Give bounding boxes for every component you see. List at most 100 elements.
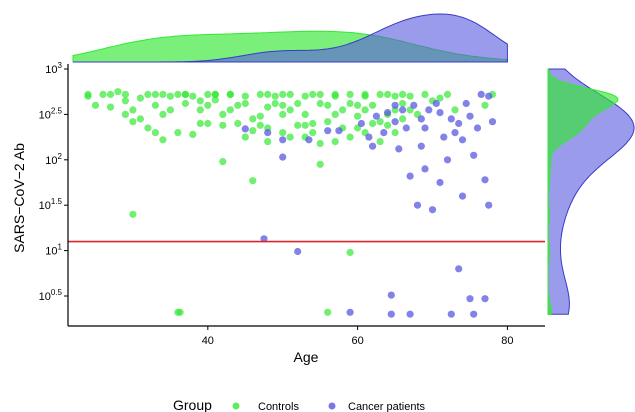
control-point <box>354 112 362 120</box>
control-point <box>316 160 324 168</box>
legend: Group Controls Cancer patients <box>173 397 426 412</box>
control-point <box>226 106 234 114</box>
control-point <box>166 92 174 100</box>
cancer-point <box>410 101 418 109</box>
cancer-point <box>477 90 485 98</box>
control-point <box>151 129 159 137</box>
cancer-point <box>466 295 474 303</box>
control-point <box>241 99 249 108</box>
control-point <box>211 90 219 98</box>
control-point <box>151 90 159 98</box>
cancer-point <box>428 206 437 214</box>
cancer-point <box>413 201 422 209</box>
control-point <box>369 119 377 128</box>
cancer-point <box>462 99 470 108</box>
control-point <box>196 97 204 105</box>
scatter-points <box>84 88 497 318</box>
controls-right-density <box>547 68 619 315</box>
control-point <box>316 139 324 148</box>
control-point <box>84 90 92 98</box>
control-point <box>189 92 197 100</box>
control-point <box>256 112 264 120</box>
control-point <box>361 106 369 114</box>
control-point <box>211 96 219 104</box>
x-tick-label: 80 <box>501 335 513 347</box>
control-point <box>114 88 122 96</box>
control-point <box>249 115 257 123</box>
control-point <box>443 90 452 98</box>
control-point <box>106 90 115 98</box>
legend-label-controls: Controls <box>258 401 299 412</box>
control-point <box>159 136 167 144</box>
control-point <box>166 106 174 114</box>
control-point <box>399 115 407 123</box>
control-point <box>324 118 332 126</box>
control-point <box>271 92 279 100</box>
cancer-point <box>335 127 343 135</box>
cancer-point <box>466 112 474 120</box>
control-point <box>481 101 489 109</box>
cancer-point <box>443 156 452 164</box>
control-point <box>279 110 287 118</box>
control-point <box>106 103 115 111</box>
control-point <box>204 101 212 109</box>
control-point <box>189 130 197 138</box>
control-point <box>181 99 189 108</box>
legend-label-cancer-patients: Cancer patients <box>348 401 426 412</box>
control-point <box>451 106 459 114</box>
control-point <box>279 129 287 137</box>
control-point <box>309 90 317 98</box>
cancer-point <box>485 201 493 209</box>
control-point <box>121 97 129 105</box>
control-point <box>346 90 354 98</box>
y-tick-label: 103 <box>45 61 62 76</box>
x-tick-label: 40 <box>202 335 214 347</box>
cancer-point <box>372 112 380 120</box>
control-point <box>159 110 167 118</box>
control-point <box>346 248 354 256</box>
legend-marker-controls <box>232 402 240 410</box>
y-tick-label: 101 <box>45 243 62 258</box>
control-point <box>294 121 302 129</box>
cancer-point <box>395 145 403 153</box>
cancer-point <box>391 101 399 109</box>
control-point <box>384 90 392 98</box>
cancer-point <box>417 142 425 150</box>
cancer-point <box>391 118 399 126</box>
cancer-point <box>470 310 478 318</box>
cancer-point <box>421 124 429 132</box>
cancer-point <box>279 136 287 144</box>
control-point <box>301 110 309 118</box>
control-point <box>271 99 279 108</box>
cancer-point <box>470 151 478 159</box>
cancer-point <box>440 133 448 141</box>
control-point <box>144 124 152 132</box>
cancer-point <box>488 118 497 126</box>
cancer-point <box>455 265 463 273</box>
cancer-point <box>402 124 410 132</box>
control-point <box>309 129 317 137</box>
cancer-point <box>346 308 354 316</box>
control-point <box>226 90 234 98</box>
control-point <box>346 133 354 141</box>
control-point <box>294 99 302 108</box>
control-point <box>301 121 309 129</box>
control-point <box>421 90 429 98</box>
control-point <box>249 127 257 135</box>
right-marginal-density <box>547 68 635 315</box>
cancer-point <box>406 310 414 318</box>
control-point <box>279 101 287 109</box>
control-point <box>301 92 309 100</box>
control-point <box>286 133 294 141</box>
cancer-point <box>365 133 373 141</box>
control-point <box>264 90 272 98</box>
cancer-point <box>380 129 388 137</box>
control-point <box>204 90 212 98</box>
control-point <box>316 99 324 108</box>
control-point <box>399 90 407 98</box>
control-point <box>376 90 384 98</box>
y-tick-label: 101.5 <box>39 197 63 212</box>
control-point <box>324 308 332 316</box>
control-point <box>354 101 362 109</box>
